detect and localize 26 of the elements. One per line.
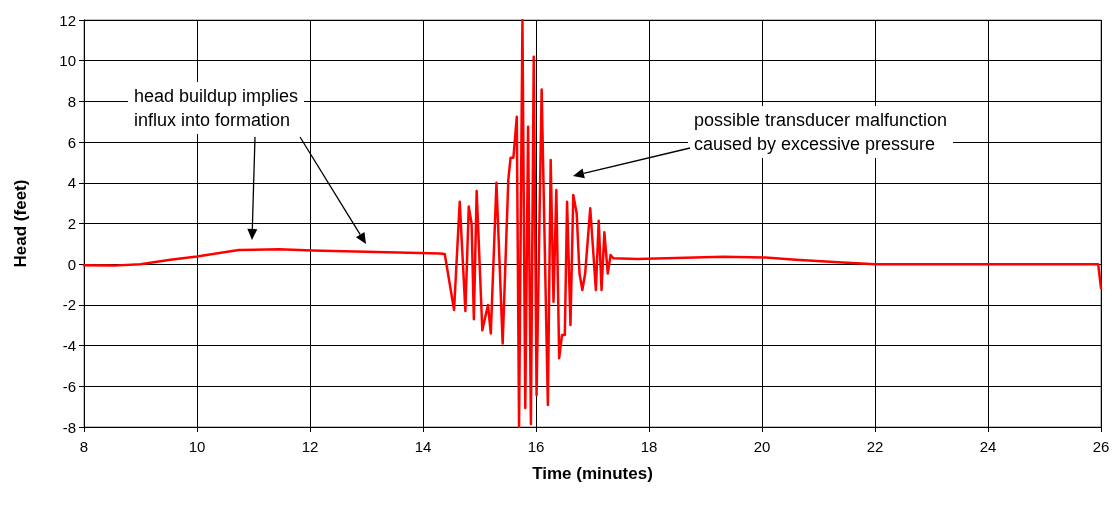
- y-tick-label: -2: [62, 296, 76, 314]
- x-tick-label: 16: [527, 438, 545, 455]
- y-tick-label: -8: [62, 418, 76, 436]
- x-tick-label: 14: [414, 438, 432, 455]
- x-tick-label: 24: [979, 438, 997, 455]
- y-tick-label: 4: [67, 174, 76, 192]
- x-axis-title: Time (minutes): [532, 464, 653, 483]
- y-tick-label: 6: [67, 133, 76, 151]
- x-tick-label: 8: [79, 438, 89, 455]
- x-tick-label: 12: [301, 438, 319, 455]
- x-tick-label: 20: [753, 438, 771, 455]
- y-tick-label: -4: [62, 337, 76, 355]
- x-tick-label: 26: [1092, 438, 1110, 455]
- y-tick-label: 8: [67, 92, 76, 110]
- x-tick-label: 10: [188, 438, 206, 455]
- annotation: head buildup implies influx into formation: [128, 82, 305, 134]
- x-tick-label: 22: [866, 438, 884, 455]
- y-tick-label: 10: [59, 52, 76, 70]
- x-tick-label: 18: [640, 438, 658, 455]
- line-series: [82, 18, 1103, 429]
- y-tick-label: -6: [62, 377, 76, 395]
- y-tick-label: 12: [59, 11, 76, 29]
- y-axis-title: Head (feet): [11, 179, 30, 268]
- annotation: possible transducer malfunction caused by excessive pressure: [688, 106, 954, 158]
- y-tick-label: 0: [67, 255, 76, 273]
- y-tick-label: 2: [67, 215, 76, 232]
